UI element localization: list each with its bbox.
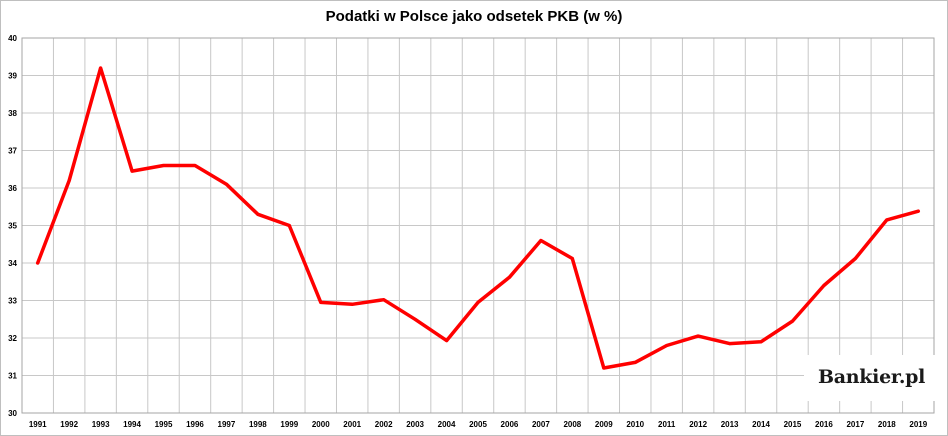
data-point <box>759 340 763 344</box>
y-tick-label: 37 <box>8 147 17 156</box>
data-point <box>790 319 794 323</box>
data-point <box>382 298 386 302</box>
y-tick-label: 39 <box>8 72 17 81</box>
data-point <box>696 334 700 338</box>
y-tick-label: 30 <box>8 409 17 418</box>
y-tick-label: 35 <box>8 222 17 231</box>
x-tick-label: 1991 <box>29 420 47 429</box>
chart-title: Podatki w Polsce jako odsetek PKB (w %) <box>325 8 623 25</box>
x-tick-label: 2018 <box>878 420 896 429</box>
x-tick-label: 2014 <box>752 420 770 429</box>
data-point <box>413 317 417 321</box>
x-tick-label: 2007 <box>532 420 550 429</box>
y-tick-label: 34 <box>8 259 17 268</box>
x-tick-label: 2012 <box>689 420 707 429</box>
data-point <box>256 212 260 216</box>
x-tick-label: 2004 <box>438 420 456 429</box>
y-tick-label: 36 <box>8 184 17 193</box>
x-tick-label: 1995 <box>155 420 173 429</box>
x-tick-label: 2015 <box>784 420 802 429</box>
x-tick-label: 2017 <box>846 420 864 429</box>
data-point <box>728 342 732 346</box>
x-tick-label: 1993 <box>92 420 110 429</box>
x-tick-label: 2000 <box>312 420 330 429</box>
x-tick-label: 2019 <box>909 420 927 429</box>
watermark-box <box>804 355 942 401</box>
x-tick-label: 2016 <box>815 420 833 429</box>
y-tick-label: 32 <box>8 334 17 343</box>
data-point <box>287 224 291 227</box>
data-point <box>570 257 574 260</box>
data-point <box>445 339 449 343</box>
y-tick-label: 31 <box>8 372 17 381</box>
x-tick-label: 2001 <box>343 420 361 429</box>
x-tick-label: 2009 <box>595 420 613 429</box>
data-point <box>36 261 40 265</box>
x-tick-label: 2003 <box>406 420 424 429</box>
data-point <box>224 182 228 186</box>
plot-area <box>21 37 935 414</box>
bankier-logo: Bankier.pl <box>818 366 926 388</box>
data-point <box>350 302 354 306</box>
data-point <box>885 218 889 222</box>
data-point <box>319 300 323 304</box>
data-point <box>665 344 669 347</box>
y-tick-label: 33 <box>8 297 17 306</box>
y-tick-label: 40 <box>8 34 17 43</box>
data-point <box>602 366 606 370</box>
data-point <box>633 360 637 364</box>
y-tick-label: 38 <box>8 109 17 118</box>
x-tick-label: 2006 <box>501 420 519 429</box>
x-tick-label: 2011 <box>658 420 676 429</box>
x-tick-label: 1997 <box>218 420 236 429</box>
x-tick-label: 1998 <box>249 420 267 429</box>
data-point <box>853 257 857 260</box>
x-tick-label: 2008 <box>563 420 581 429</box>
data-point <box>130 169 134 173</box>
data-point <box>822 284 826 287</box>
x-tick-label: 1999 <box>280 420 298 429</box>
x-tick-label: 1996 <box>186 420 204 429</box>
data-point <box>99 66 103 70</box>
x-tick-label: 2005 <box>469 420 487 429</box>
data-point <box>539 239 543 242</box>
x-tick-label: 2013 <box>721 420 739 429</box>
data-point <box>162 164 166 167</box>
data-point <box>507 275 511 279</box>
data-point <box>193 164 197 167</box>
data-point <box>67 179 71 182</box>
x-tick-label: 2002 <box>375 420 393 429</box>
data-point <box>916 209 920 213</box>
x-tick-label: 2010 <box>626 420 644 429</box>
x-tick-label: 1992 <box>60 420 78 429</box>
x-tick-label: 1994 <box>123 420 141 429</box>
data-point <box>476 300 480 304</box>
